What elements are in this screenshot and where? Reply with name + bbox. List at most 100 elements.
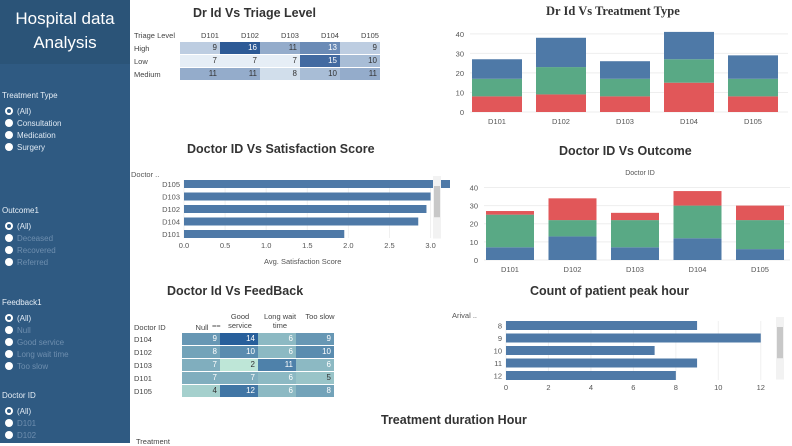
bar-segment[interactable] — [664, 31, 714, 60]
bar-segment[interactable] — [736, 205, 784, 221]
heatmap-cell: 9 — [340, 42, 380, 54]
filter-option[interactable]: Medication — [2, 129, 61, 141]
bar-segment[interactable] — [548, 220, 597, 237]
filter-option[interactable]: (All) — [2, 312, 69, 324]
filter-option[interactable]: Consultation — [2, 117, 61, 129]
radio-button-icon[interactable] — [5, 362, 13, 370]
radio-button-icon[interactable] — [5, 326, 13, 334]
filter-option[interactable]: (All) — [2, 105, 61, 117]
radio-button-icon[interactable] — [5, 131, 13, 139]
radio-button-icon[interactable] — [5, 107, 13, 115]
radio-button-icon[interactable] — [5, 314, 13, 322]
filter-option[interactable]: D102 — [2, 429, 36, 441]
bar-segment[interactable] — [600, 78, 650, 97]
triage-title: Dr Id Vs Triage Level — [193, 6, 316, 20]
bar-segment[interactable] — [472, 78, 522, 97]
filter-title: Feedback1 — [2, 298, 42, 307]
y-tick-label: 0 — [474, 256, 478, 265]
heatmap-cell: 10 — [340, 55, 380, 67]
bar-segment[interactable] — [664, 59, 714, 83]
filter-option[interactable]: Too slow — [2, 360, 69, 372]
filter-option[interactable]: Null — [2, 324, 69, 336]
radio-button-icon[interactable] — [5, 419, 13, 427]
heatmap-cell: 11 — [258, 359, 296, 371]
bar[interactable] — [506, 321, 698, 330]
filter-option[interactable]: (All) — [2, 220, 56, 232]
bar[interactable] — [184, 230, 345, 238]
bar-segment[interactable] — [736, 220, 784, 250]
column-header: D102 — [241, 31, 259, 40]
filter-option[interactable]: Long wait time — [2, 348, 69, 360]
bar[interactable] — [184, 192, 431, 201]
filter-option[interactable]: Deceased — [2, 232, 56, 244]
radio-button-icon[interactable] — [5, 246, 13, 254]
radio-button-icon[interactable] — [5, 407, 13, 415]
y-tick-label: 30 — [456, 49, 464, 58]
bar-segment[interactable] — [728, 78, 778, 97]
column-header: D101 — [201, 31, 219, 40]
filter-option[interactable]: Surgery — [2, 141, 61, 153]
radio-button-icon[interactable] — [5, 222, 13, 230]
bar-segment[interactable] — [728, 96, 778, 112]
radio-button-icon[interactable] — [5, 143, 13, 151]
filter-option[interactable]: (All) — [2, 405, 36, 417]
bar-segment[interactable] — [486, 211, 534, 215]
bar-segment[interactable] — [536, 94, 586, 112]
filter-group: Outcome1 (All) Deceased Recovered Referred — [2, 206, 56, 268]
radio-button-icon[interactable] — [5, 338, 13, 346]
filter-option-label: Long wait time — [17, 349, 69, 359]
bar-segment[interactable] — [536, 67, 586, 95]
bar[interactable] — [506, 371, 676, 380]
bar-segment[interactable] — [536, 37, 586, 68]
bar-segment[interactable] — [673, 205, 722, 239]
bar-segment[interactable] — [486, 214, 534, 248]
filter-option[interactable]: D101 — [2, 417, 36, 429]
filter-option[interactable]: Good service — [2, 336, 69, 348]
heatmap-cell: 8 — [296, 385, 334, 397]
filter-group: Doctor ID (All) D101 D102 — [2, 391, 36, 441]
filter-option-label: Consultation — [17, 118, 62, 128]
bar-segment[interactable] — [472, 59, 522, 79]
row-label: D103 — [134, 361, 152, 370]
bar-segment[interactable] — [611, 212, 659, 221]
scrollbar-thumb[interactable] — [434, 186, 440, 218]
radio-button-icon[interactable] — [5, 119, 13, 127]
bar[interactable] — [506, 346, 655, 355]
bar-segment[interactable] — [611, 220, 659, 248]
bar-segment[interactable] — [673, 238, 722, 260]
filter-option[interactable]: Recovered — [2, 244, 56, 256]
bar[interactable] — [184, 217, 419, 226]
bar-segment[interactable] — [600, 61, 650, 79]
bar-segment[interactable] — [728, 55, 778, 79]
filter-option-label: Null — [17, 325, 31, 335]
y-tick-label: D102 — [162, 205, 180, 214]
bar-segment[interactable] — [486, 247, 534, 260]
radio-button-icon[interactable] — [5, 431, 13, 439]
bar-segment[interactable] — [548, 198, 597, 221]
column-header: D105 — [361, 31, 379, 40]
row-header: Doctor .. — [131, 170, 159, 179]
bar-segment[interactable] — [548, 236, 597, 260]
heatmap-cell: 8 — [260, 68, 300, 80]
bar-segment[interactable] — [736, 249, 784, 260]
row-label: Low — [134, 57, 148, 66]
column-header: D103 — [281, 31, 299, 40]
bar-segment[interactable] — [611, 247, 659, 260]
heatmap-cell: 10 — [296, 346, 334, 358]
sidebar: Hospital data Analysis Treatment Type (Al… — [0, 0, 130, 443]
bar[interactable] — [506, 333, 761, 343]
bar-segment[interactable] — [673, 191, 722, 206]
bar[interactable] — [506, 358, 698, 368]
scrollbar-thumb[interactable] — [777, 327, 783, 359]
radio-button-icon[interactable] — [5, 258, 13, 266]
x-tick-label: 12 — [757, 383, 765, 392]
bar-segment[interactable] — [664, 82, 714, 112]
bar[interactable] — [184, 205, 427, 213]
bar-segment[interactable] — [600, 96, 650, 112]
filter-option[interactable]: Referred — [2, 256, 56, 268]
radio-button-icon[interactable] — [5, 234, 13, 242]
radio-button-icon[interactable] — [5, 350, 13, 358]
x-axis-label: Avg. Satisfaction Score — [264, 257, 341, 266]
bar-segment[interactable] — [472, 96, 522, 112]
bar[interactable] — [184, 180, 450, 188]
